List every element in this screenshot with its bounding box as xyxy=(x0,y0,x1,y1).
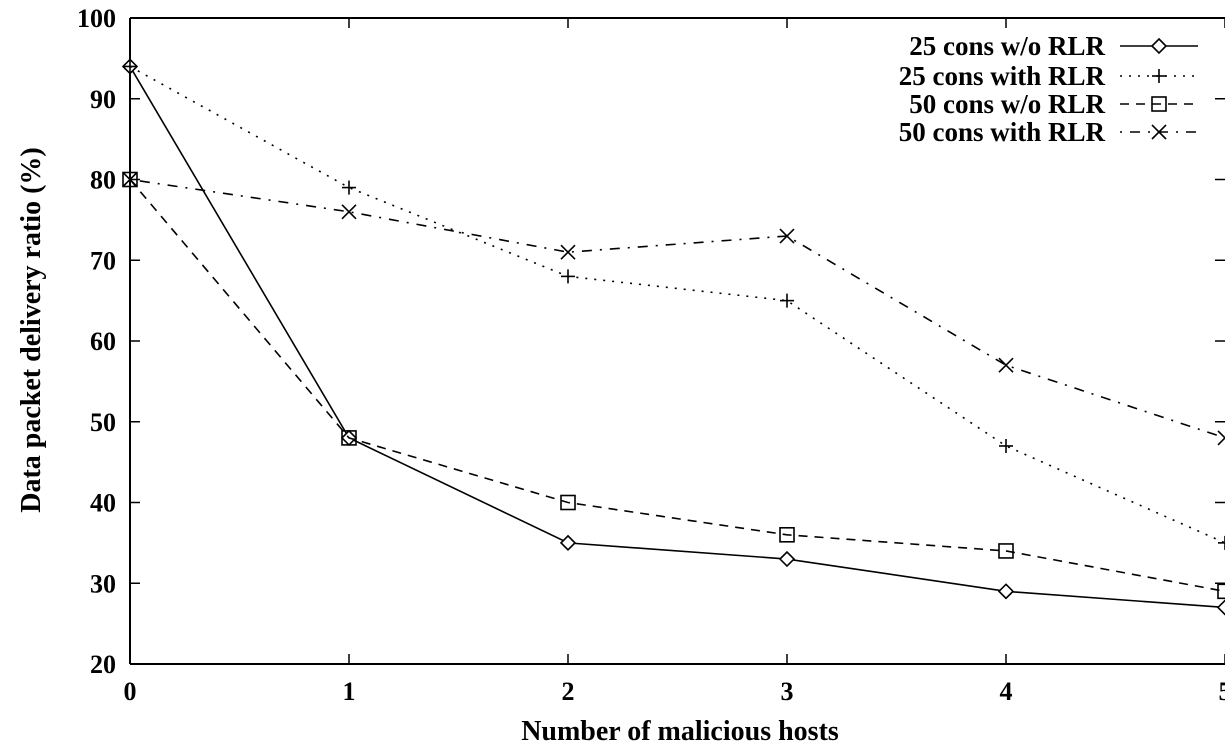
diamond-marker xyxy=(1150,37,1168,55)
cross-marker xyxy=(341,204,357,220)
cross-marker xyxy=(998,357,1014,373)
cross-marker-b xyxy=(1151,124,1167,140)
y-tick-label: 100 xyxy=(77,4,116,33)
cross-marker-b xyxy=(998,357,1014,373)
series-2 xyxy=(123,59,1225,550)
square-marker xyxy=(1151,96,1167,112)
legend-label: 25 cons with RLR xyxy=(899,61,1106,91)
series-line xyxy=(129,65,1225,544)
cross-marker xyxy=(560,244,576,260)
plus-marker xyxy=(561,269,575,284)
y-axis-title: Data packet delivery ratio (%) xyxy=(16,147,47,512)
plus-marker xyxy=(1152,69,1166,83)
x-axis: 0 1 2 3 4 5 xyxy=(124,18,1225,706)
legend-label: 50 cons w/o RLR xyxy=(909,89,1105,119)
x-tick-label: 0 xyxy=(124,677,137,706)
diamond-marker xyxy=(559,534,577,552)
series-line xyxy=(129,178,1225,593)
y-tick-label: 80 xyxy=(90,166,116,195)
y-tick-label: 60 xyxy=(90,327,116,356)
x-tick-label: 4 xyxy=(1000,677,1013,706)
diamond-marker xyxy=(1216,599,1225,616)
plus-marker xyxy=(1218,535,1225,550)
y-tick-label: 40 xyxy=(90,489,116,518)
plus-marker xyxy=(342,180,356,195)
y-axis: 20 30 40 50 60 70 80 90 100 xyxy=(77,4,1225,679)
y-tick-label: 30 xyxy=(90,569,116,598)
cross-marker xyxy=(1151,124,1167,140)
square-marker xyxy=(779,526,795,543)
x-tick-label: 1 xyxy=(343,677,356,706)
cross-marker xyxy=(779,228,795,244)
series-3 xyxy=(122,171,1225,600)
diamond-marker xyxy=(997,583,1015,600)
diamond-marker xyxy=(778,550,796,568)
series-layer xyxy=(121,58,1225,616)
square-marker xyxy=(998,543,1014,559)
x-tick-label: 5 xyxy=(1219,677,1225,706)
x-tick-label: 3 xyxy=(781,677,794,706)
x-tick-label: 2 xyxy=(562,677,575,706)
x-axis-title: Number of malicious hosts xyxy=(521,716,839,745)
series-line xyxy=(129,66,1225,609)
square-marker xyxy=(1217,583,1225,600)
y-tick-label: 50 xyxy=(90,408,116,437)
legend-label: 50 cons with RLR xyxy=(899,117,1106,147)
series-1 xyxy=(121,58,1225,616)
plus-marker xyxy=(999,438,1013,453)
square-marker xyxy=(341,430,357,446)
legend-label: 25 cons w/o RLR xyxy=(909,31,1105,61)
y-tick-label: 70 xyxy=(90,246,116,275)
y-tick-label: 90 xyxy=(90,85,116,114)
cross-marker-b xyxy=(779,228,795,244)
plus-marker xyxy=(123,59,137,74)
cross-marker xyxy=(1217,430,1225,446)
cross-marker-a xyxy=(1217,430,1225,440)
cross-marker-b xyxy=(122,171,138,188)
plus-marker xyxy=(780,293,794,308)
y-tick-label: 20 xyxy=(90,650,116,679)
cross-marker-b xyxy=(560,244,576,260)
square-marker xyxy=(560,494,576,511)
cross-marker-b xyxy=(341,204,357,220)
square-marker xyxy=(122,171,138,188)
cross-marker xyxy=(122,171,138,188)
cross-marker-b xyxy=(1217,436,1225,446)
series-4 xyxy=(122,171,1225,446)
series-line xyxy=(129,178,1225,439)
